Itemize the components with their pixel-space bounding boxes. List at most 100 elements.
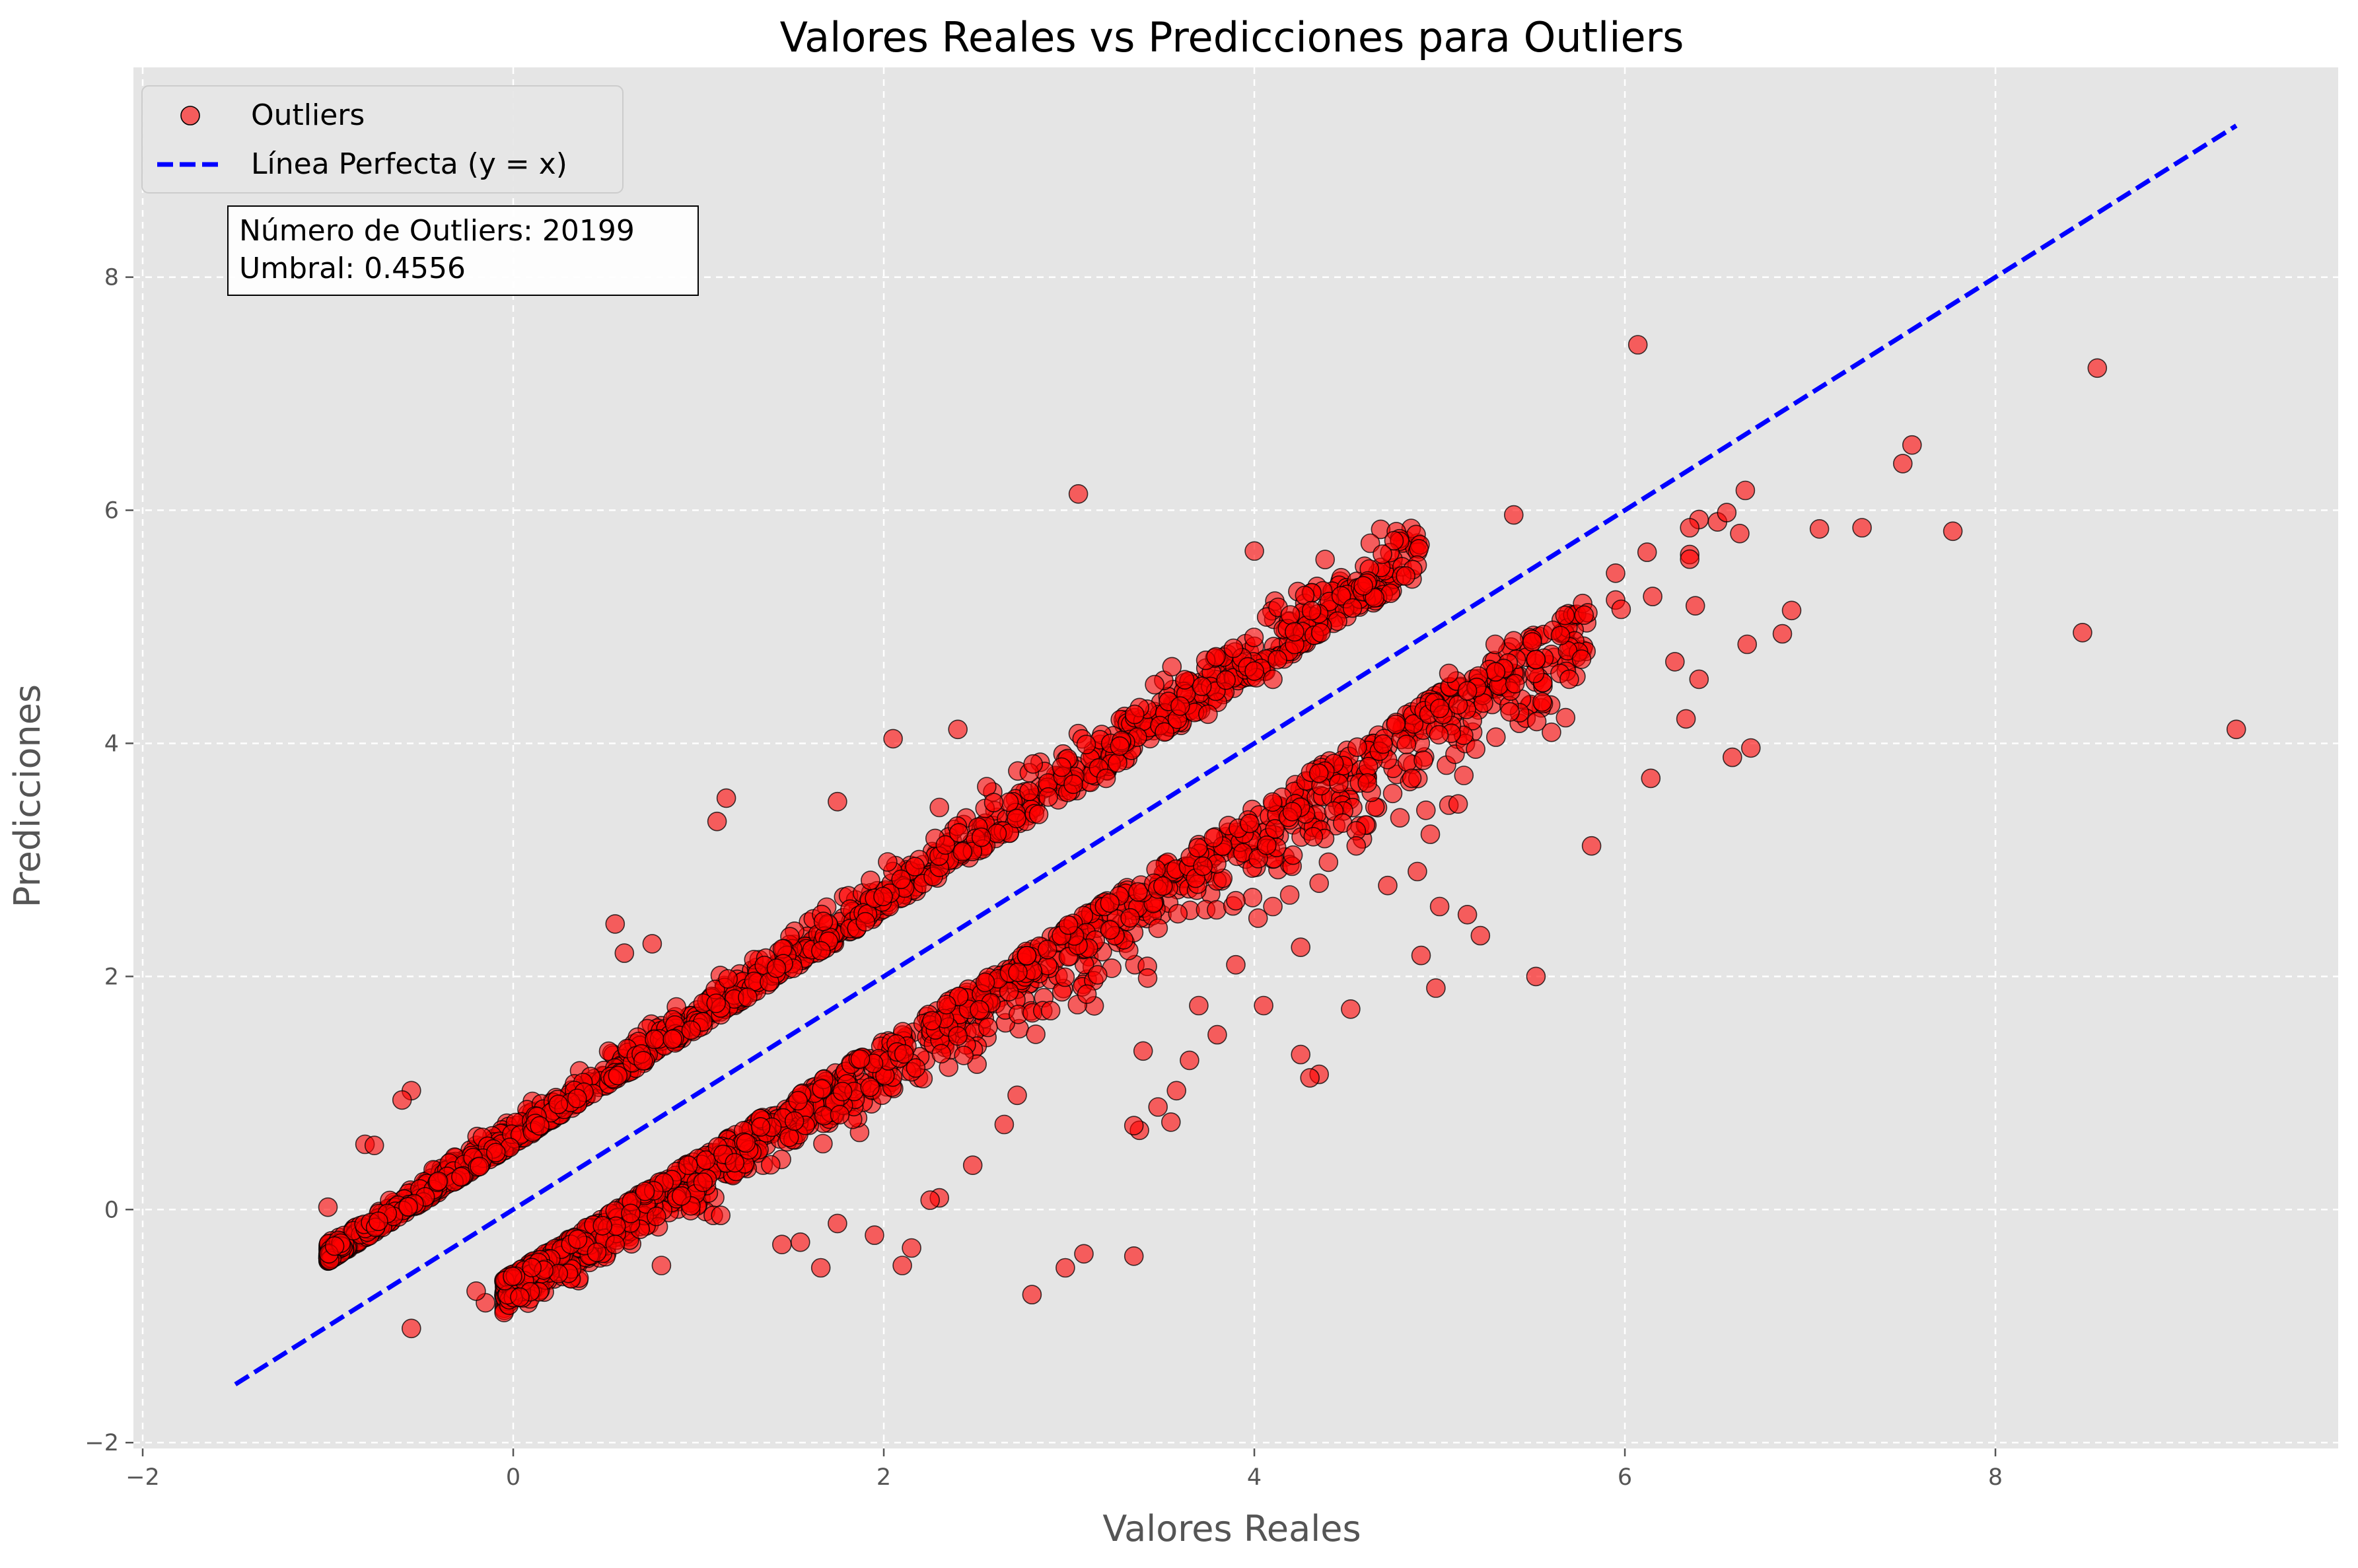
x-tick-label: 2	[876, 1464, 891, 1491]
data-point	[1263, 669, 1283, 690]
data-point	[1137, 968, 1158, 988]
data-point	[1448, 695, 1468, 715]
data-point	[1689, 669, 1709, 690]
data-point	[1454, 766, 1474, 785]
data-point	[548, 1094, 569, 1114]
data-point	[1717, 503, 1737, 522]
data-point	[2087, 358, 2108, 378]
data-point	[892, 1256, 912, 1275]
data-point	[318, 1197, 338, 1217]
data-point	[791, 1232, 810, 1252]
data-point	[1902, 435, 1922, 455]
data-point	[1068, 483, 1089, 504]
data-point	[1148, 1097, 1168, 1117]
data-point	[784, 1111, 804, 1131]
data-point	[662, 1029, 682, 1050]
data-point	[772, 1234, 792, 1254]
data-point	[1019, 781, 1039, 801]
data-point	[1268, 649, 1287, 670]
data-point	[1008, 962, 1028, 982]
data-point	[1291, 937, 1310, 957]
data-point	[812, 1079, 832, 1099]
data-point	[398, 1197, 418, 1217]
data-point	[1145, 674, 1164, 695]
data-point	[1611, 599, 1631, 620]
data-point	[1730, 523, 1750, 544]
data-point	[906, 1058, 926, 1078]
data-point	[1207, 1024, 1227, 1045]
data-point	[1413, 750, 1433, 770]
data-point	[865, 1225, 884, 1245]
data-point	[1077, 984, 1097, 1004]
data-point	[1781, 600, 1802, 621]
data-point	[1504, 631, 1524, 651]
data-point	[1331, 586, 1351, 606]
data-point	[711, 1205, 731, 1225]
data-point	[1637, 542, 1657, 562]
data-point	[750, 1117, 771, 1137]
data-point	[1457, 681, 1478, 701]
data-point	[707, 811, 727, 832]
data-point	[1365, 588, 1384, 608]
data-point	[1096, 768, 1116, 789]
annotation-threshold: Umbral: 0.4556	[239, 252, 466, 285]
data-point	[1155, 722, 1174, 742]
data-point	[883, 729, 903, 749]
data-point	[1373, 544, 1392, 564]
data-point	[1735, 480, 1756, 501]
data-point	[1382, 783, 1403, 804]
data-point	[830, 1104, 850, 1125]
data-point	[948, 719, 968, 740]
data-point	[1280, 605, 1301, 625]
legend-marker-outliers	[180, 106, 200, 125]
data-point	[1026, 1024, 1046, 1044]
data-point	[1100, 920, 1120, 940]
data-point	[1283, 845, 1303, 865]
data-point	[1180, 1050, 1199, 1071]
data-point	[860, 1077, 880, 1097]
data-point	[1571, 649, 1592, 669]
y-tick-label: 0	[104, 1197, 119, 1223]
data-point	[642, 934, 662, 954]
data-point	[1486, 727, 1506, 747]
data-point	[929, 797, 949, 818]
data-point	[1555, 605, 1575, 625]
data-point	[1148, 918, 1168, 939]
data-point	[1028, 804, 1049, 824]
data-point	[1022, 1285, 1042, 1304]
data-point	[1074, 1244, 1094, 1264]
data-point	[1153, 876, 1173, 896]
data-point	[1318, 852, 1339, 873]
data-point	[510, 1287, 530, 1307]
data-point	[962, 1155, 983, 1175]
data-point	[1378, 875, 1398, 896]
data-point	[1409, 539, 1429, 559]
data-point	[1342, 598, 1363, 618]
data-point	[894, 1044, 914, 1064]
data-point	[1192, 676, 1212, 696]
data-point	[1741, 738, 1761, 758]
data-point	[1166, 1081, 1186, 1101]
data-point	[485, 1143, 506, 1162]
data-point	[1124, 1246, 1144, 1266]
data-point	[1308, 763, 1329, 783]
data-point	[811, 941, 831, 961]
data-point	[1504, 505, 1524, 525]
data-point	[1291, 1044, 1310, 1065]
data-point	[587, 1242, 607, 1262]
data-point	[1852, 518, 1872, 538]
data-point	[766, 958, 787, 978]
data-point	[1206, 647, 1226, 667]
data-point	[1223, 638, 1244, 659]
data-point	[1643, 587, 1662, 606]
data-point	[1357, 773, 1377, 793]
data-point	[1244, 661, 1264, 681]
data-point	[1300, 1068, 1320, 1088]
x-tick-label: 0	[506, 1464, 520, 1491]
data-point	[832, 1081, 853, 1102]
data-point	[1110, 736, 1130, 756]
data-point	[736, 1133, 756, 1153]
y-tick-label: −2	[85, 1430, 119, 1456]
data-point	[738, 987, 758, 1007]
data-point	[428, 1171, 448, 1192]
